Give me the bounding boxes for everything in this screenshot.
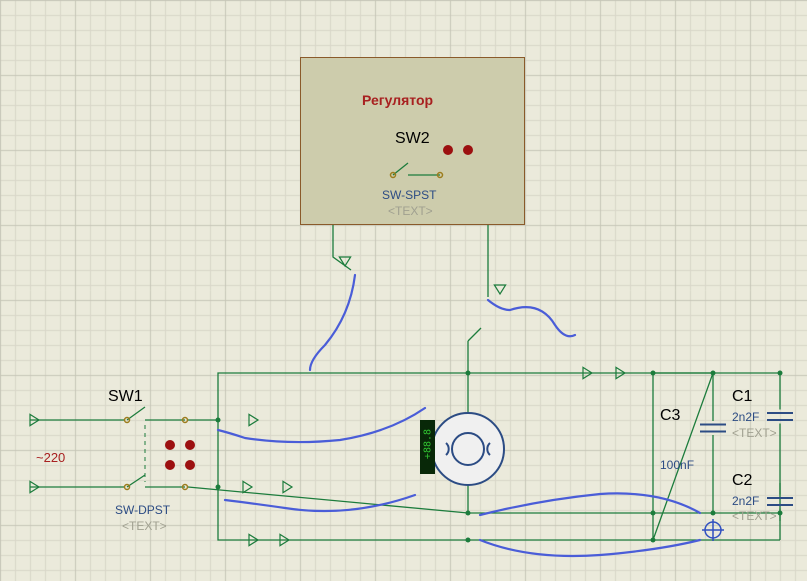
label-c2-val: 2n2F (732, 494, 759, 508)
svg-text:+88.8: +88.8 (423, 429, 434, 459)
label-sw1-type: SW-DPST (115, 503, 170, 517)
label-c1-text: <TEXT> (732, 426, 777, 440)
label-c1-ref: C1 (732, 388, 752, 406)
label-sw2-type: SW-SPST (382, 188, 436, 202)
label-c2-text: <TEXT> (732, 509, 777, 523)
label-sw1-ref: SW1 (108, 388, 143, 406)
label-c1-val: 2n2F (732, 410, 759, 424)
label-sw1-text: <TEXT> (122, 519, 167, 533)
label-c2-ref: C2 (732, 472, 752, 490)
label-c3-val: 100nF (660, 458, 694, 472)
label-c3-ref: C3 (660, 407, 680, 425)
label-sw2-text: <TEXT> (388, 204, 433, 218)
schematic-svg: +88.8 (0, 0, 807, 581)
label-ac220: ~220 (36, 450, 65, 465)
schematic-canvas[interactable]: Регулятор +88.8 SW2SW-SPST<TEXT>SW1SW-DP… (0, 0, 807, 581)
label-sw2-ref: SW2 (395, 130, 430, 148)
